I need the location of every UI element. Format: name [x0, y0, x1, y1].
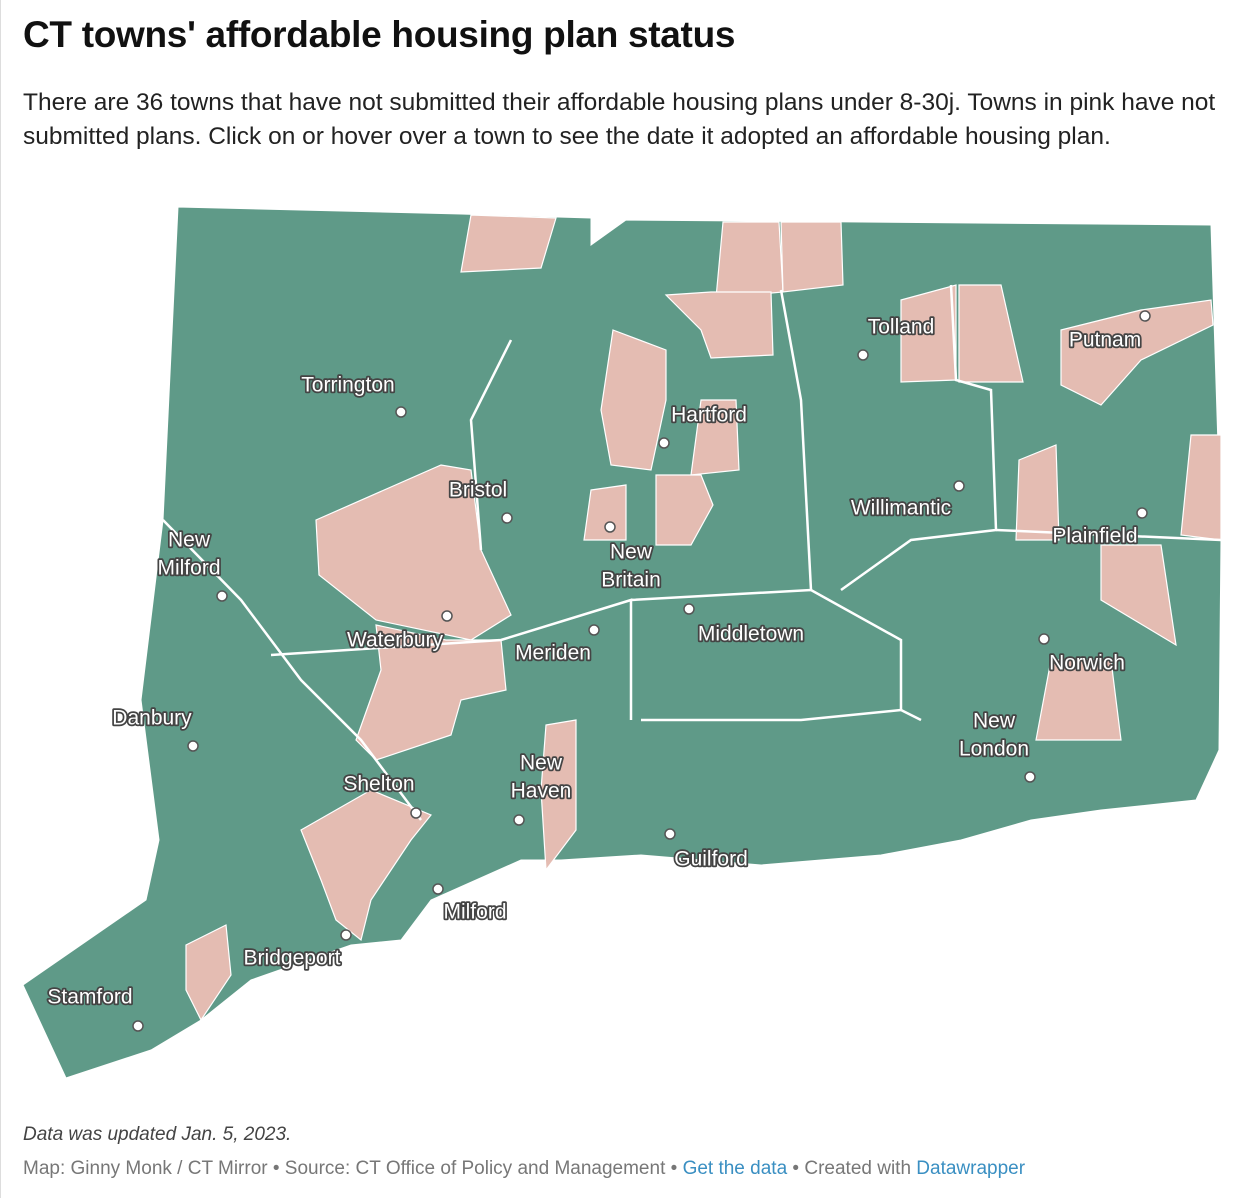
data-link[interactable]: Get the data	[682, 1158, 788, 1179]
city-label: Meriden	[515, 642, 591, 665]
city-label: Milford	[157, 557, 220, 580]
city-label: Tolland	[868, 316, 935, 339]
city-label: Danbury	[112, 707, 192, 730]
tool-link[interactable]: Datawrapper	[916, 1158, 1026, 1179]
city-label: London	[959, 738, 1029, 761]
city-label: Middletown	[698, 623, 804, 646]
city-dot	[410, 807, 422, 819]
city-label: New	[973, 710, 1016, 733]
city-dot	[658, 437, 670, 449]
city-label: Guilford	[674, 848, 748, 871]
credit-text: Map: Ginny Monk / CT Mirror • Source: CT…	[23, 1158, 678, 1179]
city-label: Bristol	[449, 479, 507, 502]
city-label: Haven	[511, 780, 572, 803]
city-label: Milford	[443, 901, 506, 924]
city-dot	[683, 603, 695, 615]
city-dot	[501, 512, 513, 524]
city-label: Norwich	[1049, 652, 1125, 675]
city-dot	[604, 521, 616, 533]
note: Data was updated Jan. 5, 2023.	[23, 1124, 292, 1145]
city-label: Stamford	[47, 986, 132, 1009]
city-label: Hartford	[671, 404, 747, 427]
city-dot	[340, 929, 352, 941]
city-label: Britain	[601, 569, 661, 592]
created-text: • Created with	[792, 1158, 912, 1179]
not-submitted-towns[interactable]	[185, 214, 1222, 1022]
city-dot	[588, 624, 600, 636]
city-label: Bridgeport	[244, 947, 341, 970]
city-dot	[513, 814, 525, 826]
city-dot	[441, 610, 453, 622]
city-label: New	[168, 529, 211, 552]
county-lines	[162, 284, 1222, 821]
city-dot	[187, 740, 199, 752]
city-dot	[1136, 507, 1148, 519]
city-dot	[953, 480, 965, 492]
city-label: New	[610, 541, 653, 564]
city-label: New	[520, 752, 563, 775]
subtitle: There are 36 towns that have not submitt…	[23, 89, 1216, 150]
city-dot	[1038, 633, 1050, 645]
city-label: Putnam	[1069, 329, 1141, 352]
city-dot	[664, 828, 676, 840]
city-label: Torrington	[301, 374, 394, 397]
city-label: Waterbury	[347, 629, 444, 652]
city-label: Plainfield	[1052, 525, 1137, 548]
city-dot	[216, 590, 228, 602]
map[interactable]: Torrington Bristol New Milford Hartford Tolla…	[1, 0, 1242, 1100]
credits: Map: Ginny Monk / CT Mirror • Source: CT…	[23, 1158, 1025, 1180]
city-dot	[1024, 771, 1036, 783]
city-dot	[132, 1020, 144, 1032]
city-dot	[395, 406, 407, 418]
city-dot	[432, 883, 444, 895]
city-dot	[1139, 310, 1151, 322]
title: CT towns' affordable housing plan status	[23, 14, 736, 55]
city-label: Shelton	[343, 773, 414, 796]
city-label: Willimantic	[851, 497, 951, 520]
city-dot	[857, 349, 869, 361]
